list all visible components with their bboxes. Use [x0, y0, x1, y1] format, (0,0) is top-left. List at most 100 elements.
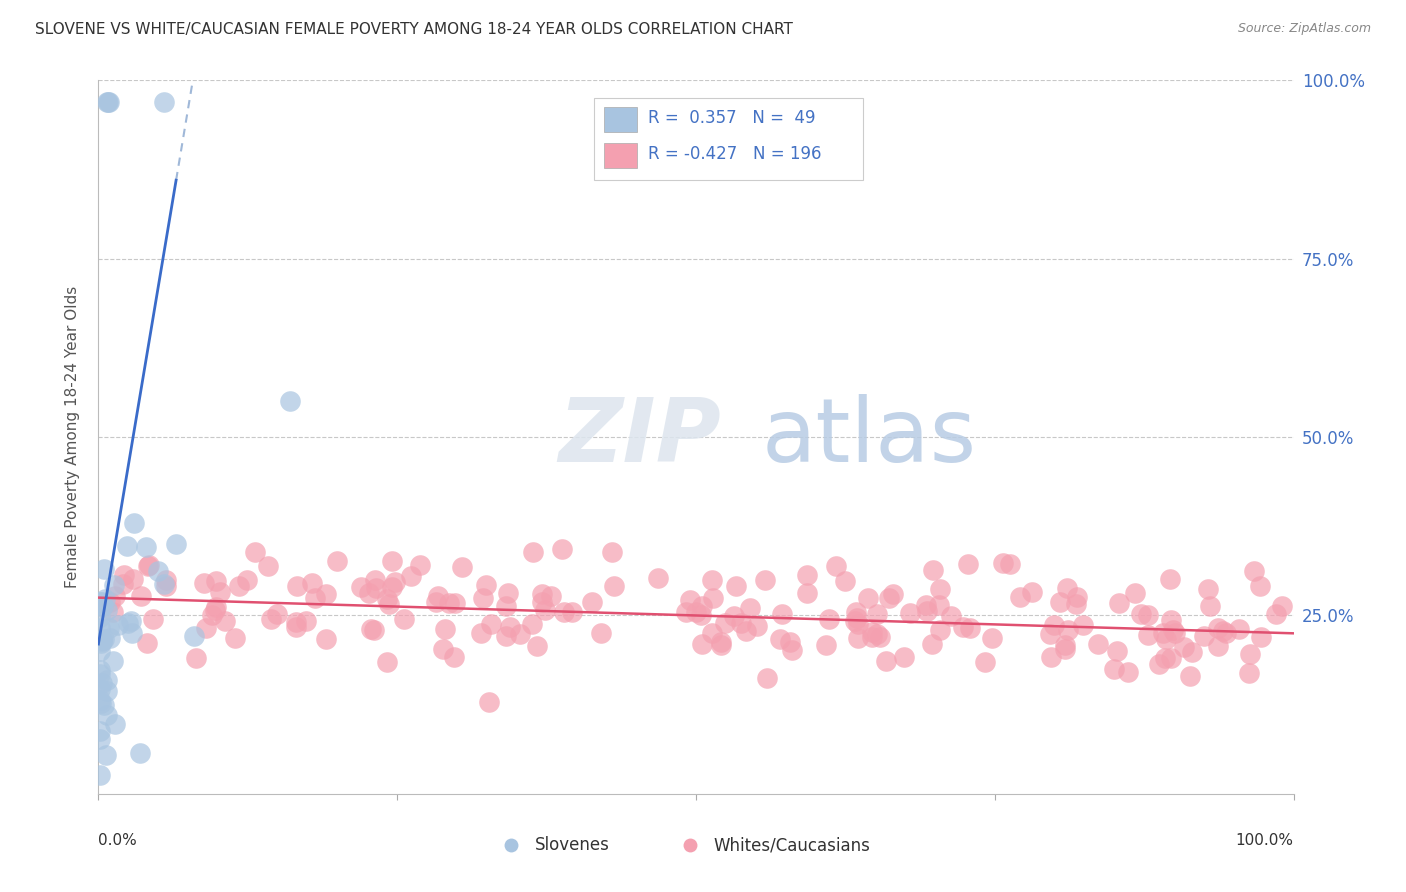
Whites/Caucasians: [929, 623, 952, 637]
Whites/Caucasians: [193, 576, 215, 591]
Whites/Caucasians: [941, 609, 963, 624]
Slovenes: [93, 562, 115, 576]
Point: [679, 838, 702, 853]
Whites/Caucasians: [1161, 623, 1184, 637]
Whites/Caucasians: [796, 586, 818, 600]
Slovenes: [89, 595, 111, 609]
Whites/Caucasians: [1197, 582, 1219, 597]
Whites/Caucasians: [998, 557, 1021, 571]
Whites/Caucasians: [285, 615, 308, 630]
FancyBboxPatch shape: [595, 98, 863, 180]
Whites/Caucasians: [824, 559, 846, 574]
Slovenes: [96, 95, 118, 109]
Whites/Caucasians: [1149, 657, 1171, 671]
Whites/Caucasians: [875, 654, 897, 668]
Whites/Caucasians: [224, 631, 246, 645]
Whites/Caucasians: [381, 554, 404, 568]
Whites/Caucasians: [301, 575, 323, 590]
Text: 0.0%: 0.0%: [98, 833, 138, 848]
Whites/Caucasians: [1227, 622, 1250, 636]
Slovenes: [96, 708, 118, 723]
Slovenes: [89, 681, 111, 696]
Slovenes: [121, 625, 143, 640]
Whites/Caucasians: [834, 574, 856, 588]
Whites/Caucasians: [690, 637, 713, 651]
Text: R = -0.427   N = 196: R = -0.427 N = 196: [648, 145, 821, 162]
Whites/Caucasians: [155, 579, 177, 593]
Slovenes: [90, 633, 112, 648]
Whites/Caucasians: [381, 580, 404, 594]
Text: ZIP: ZIP: [558, 393, 721, 481]
Whites/Caucasians: [602, 579, 624, 593]
Whites/Caucasians: [1243, 564, 1265, 578]
Whites/Caucasians: [1038, 627, 1060, 641]
Slovenes: [278, 394, 301, 409]
Whites/Caucasians: [685, 605, 707, 619]
Whites/Caucasians: [689, 608, 711, 623]
Slovenes: [96, 683, 118, 698]
Slovenes: [89, 663, 111, 677]
Whites/Caucasians: [814, 638, 837, 652]
Whites/Caucasians: [882, 586, 904, 600]
Whites/Caucasians: [818, 612, 841, 626]
Whites/Caucasians: [860, 625, 883, 640]
Slovenes: [90, 632, 112, 647]
Whites/Caucasians: [1159, 572, 1181, 586]
Slovenes: [129, 746, 152, 760]
Text: atlas: atlas: [762, 393, 977, 481]
Whites/Caucasians: [780, 643, 803, 657]
Whites/Caucasians: [1049, 594, 1071, 608]
Whites/Caucasians: [1152, 626, 1174, 640]
Point: [499, 838, 522, 853]
Whites/Caucasians: [1173, 640, 1195, 655]
Slovenes: [101, 654, 124, 668]
Whites/Caucasians: [427, 590, 450, 604]
Whites/Caucasians: [714, 616, 737, 631]
Text: Whites/Caucasians: Whites/Caucasians: [714, 837, 870, 855]
Whites/Caucasians: [844, 614, 866, 628]
Whites/Caucasians: [1206, 639, 1229, 653]
Whites/Caucasians: [981, 631, 1004, 645]
Whites/Caucasians: [194, 621, 217, 635]
Slovenes: [148, 564, 170, 578]
Whites/Caucasians: [425, 595, 447, 609]
Whites/Caucasians: [434, 623, 457, 637]
Whites/Caucasians: [375, 655, 398, 669]
Whites/Caucasians: [104, 589, 127, 603]
Slovenes: [90, 696, 112, 710]
Whites/Caucasians: [205, 574, 228, 588]
Whites/Caucasians: [991, 557, 1014, 571]
Whites/Caucasians: [700, 573, 723, 587]
Whites/Caucasians: [956, 557, 979, 571]
Slovenes: [107, 618, 129, 632]
Whites/Caucasians: [738, 600, 761, 615]
Whites/Caucasians: [553, 605, 575, 619]
Whites/Caucasians: [475, 578, 498, 592]
Whites/Caucasians: [1154, 651, 1177, 665]
Whites/Caucasians: [589, 625, 612, 640]
Whites/Caucasians: [495, 599, 517, 614]
Whites/Caucasians: [360, 622, 382, 636]
Whites/Caucasians: [1066, 591, 1088, 605]
Whites/Caucasians: [122, 572, 145, 586]
Whites/Caucasians: [443, 596, 465, 610]
Whites/Caucasians: [1265, 607, 1288, 621]
Whites/Caucasians: [723, 609, 745, 624]
Whites/Caucasians: [295, 614, 318, 628]
Whites/Caucasians: [710, 635, 733, 649]
Whites/Caucasians: [1160, 614, 1182, 628]
Whites/Caucasians: [399, 568, 422, 582]
Whites/Caucasians: [1021, 585, 1043, 599]
Whites/Caucasians: [600, 545, 623, 559]
Whites/Caucasians: [866, 607, 889, 622]
Whites/Caucasians: [228, 579, 250, 593]
Whites/Caucasians: [1180, 669, 1202, 683]
Whites/Caucasians: [530, 595, 553, 609]
Whites/Caucasians: [138, 558, 160, 573]
Whites/Caucasians: [495, 629, 517, 643]
Slovenes: [96, 673, 118, 687]
Slovenes: [104, 717, 127, 731]
Text: Slovenes: Slovenes: [534, 837, 610, 855]
Text: Source: ZipAtlas.com: Source: ZipAtlas.com: [1237, 22, 1371, 36]
Whites/Caucasians: [928, 598, 950, 612]
